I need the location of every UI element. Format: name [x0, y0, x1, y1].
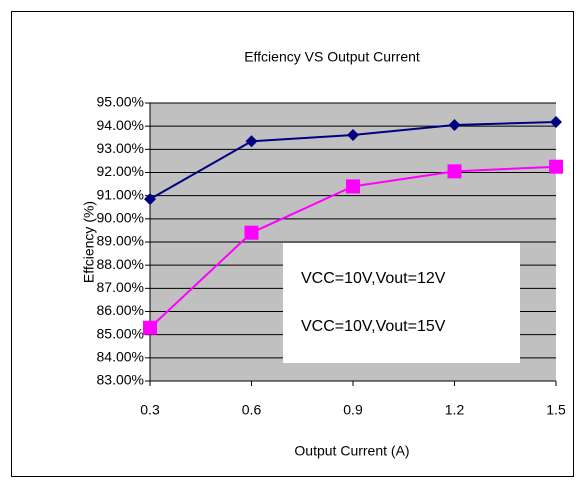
- y-tick-label: 84.00%: [97, 349, 144, 365]
- y-tick-label: 95.00%: [97, 94, 144, 110]
- y-tick-label: 83.00%: [97, 372, 144, 388]
- legend-label: VCC=10V,Vout=12V: [301, 270, 446, 287]
- x-tick-label: 0.6: [242, 402, 262, 418]
- x-tick-label: 1.2: [445, 402, 465, 418]
- x-tick-label: 0.3: [140, 402, 160, 418]
- marker: [550, 115, 562, 128]
- y-tick-label: 94.00%: [97, 117, 144, 133]
- y-tick-label: 92.00%: [97, 163, 144, 179]
- marker: [144, 193, 156, 206]
- chart-title: Effciency VS Output Current: [244, 49, 420, 65]
- y-tick-label: 87.00%: [97, 279, 144, 295]
- legend-box: [283, 243, 520, 363]
- marker: [244, 225, 259, 240]
- x-axis-label: Output Current (A): [294, 443, 409, 459]
- marker: [549, 159, 563, 174]
- marker: [245, 135, 258, 148]
- legend-label: VCC=10V,Vout=15V: [301, 318, 446, 335]
- y-tick-label: 85.00%: [97, 325, 144, 341]
- marker: [346, 179, 360, 194]
- x-tick-label: 1.5: [546, 402, 566, 418]
- marker: [143, 320, 157, 335]
- marker: [448, 119, 461, 132]
- marker: [447, 164, 462, 179]
- y-tick-label: 91.00%: [97, 186, 144, 202]
- x-tick-label: 0.9: [343, 402, 363, 418]
- y-tick-label: 89.00%: [97, 233, 144, 249]
- y-tick-label: 88.00%: [97, 256, 144, 272]
- y-tick-label: 93.00%: [97, 140, 144, 156]
- marker: [347, 128, 359, 141]
- y-tick-label: 86.00%: [97, 302, 144, 318]
- y-axis-label: Effciency (%): [81, 201, 97, 283]
- y-tick-label: 90.00%: [97, 210, 144, 226]
